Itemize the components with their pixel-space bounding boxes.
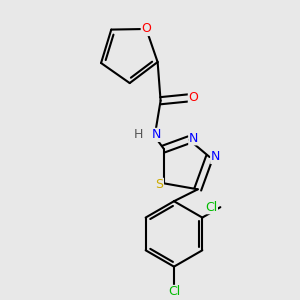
- Text: Cl: Cl: [205, 201, 218, 214]
- Text: N: N: [211, 151, 220, 164]
- Text: O: O: [141, 22, 151, 35]
- Text: N: N: [152, 128, 161, 141]
- Text: H: H: [134, 128, 143, 141]
- Text: N: N: [189, 132, 198, 145]
- Text: Cl: Cl: [168, 285, 180, 298]
- Text: O: O: [188, 91, 198, 104]
- Text: S: S: [155, 178, 164, 191]
